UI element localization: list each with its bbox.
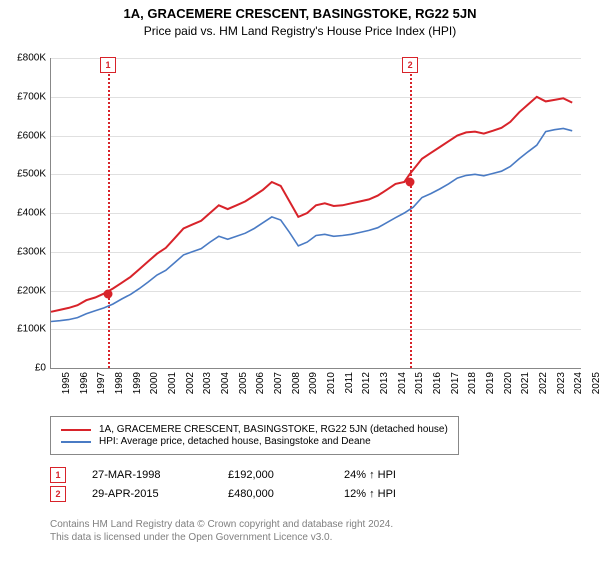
x-tick-label: 2023 <box>556 372 567 394</box>
series-svg <box>51 58 581 368</box>
sale-delta: 12% ↑ HPI <box>344 488 396 500</box>
sale-marker: 2 <box>50 486 66 502</box>
x-tick-label: 2025 <box>591 372 600 394</box>
x-tick-label: 2020 <box>503 372 514 394</box>
y-tick-label: £0 <box>0 363 46 374</box>
x-tick-label: 2007 <box>273 372 284 394</box>
x-tick-label: 2008 <box>291 372 302 394</box>
chart-marker-dot <box>104 289 113 298</box>
sale-price: £192,000 <box>228 469 318 481</box>
x-tick-label: 2005 <box>238 372 249 394</box>
x-tick-label: 2012 <box>361 372 372 394</box>
x-tick-label: 2006 <box>255 372 266 394</box>
series-line <box>51 129 572 322</box>
sale-marker: 1 <box>50 467 66 483</box>
x-tick-label: 1998 <box>114 372 125 394</box>
x-tick-label: 2018 <box>467 372 478 394</box>
x-tick-label: 2015 <box>414 372 425 394</box>
x-tick-label: 1999 <box>132 372 143 394</box>
legend-label: HPI: Average price, detached house, Basi… <box>99 436 371 447</box>
x-tick-label: 2021 <box>520 372 531 394</box>
sale-row: 2 29-APR-2015 £480,000 12% ↑ HPI <box>50 486 396 502</box>
x-tick-label: 2002 <box>185 372 196 394</box>
y-tick-label: £300K <box>0 246 46 257</box>
y-tick-label: £100K <box>0 324 46 335</box>
plot-area: 12 <box>50 58 581 369</box>
x-tick-label: 2000 <box>149 372 160 394</box>
x-tick-label: 2019 <box>485 372 496 394</box>
attribution-line2: This data is licensed under the Open Gov… <box>50 531 393 544</box>
legend-label: 1A, GRACEMERE CRESCENT, BASINGSTOKE, RG2… <box>99 424 448 435</box>
x-tick-label: 2024 <box>573 372 584 394</box>
sale-delta: 24% ↑ HPI <box>344 469 396 481</box>
y-tick-label: £200K <box>0 285 46 296</box>
attribution-line1: Contains HM Land Registry data © Crown c… <box>50 518 393 531</box>
sale-row: 1 27-MAR-1998 £192,000 24% ↑ HPI <box>50 467 396 483</box>
chart-marker-box: 2 <box>402 57 418 73</box>
chart-subtitle: Price paid vs. HM Land Registry's House … <box>0 24 600 38</box>
x-tick-label: 1995 <box>61 372 72 394</box>
x-tick-label: 1997 <box>96 372 107 394</box>
x-tick-label: 2010 <box>326 372 337 394</box>
x-tick-label: 2003 <box>202 372 213 394</box>
x-tick-label: 2011 <box>343 372 354 394</box>
x-tick-label: 2014 <box>397 372 408 394</box>
x-tick-label: 2017 <box>450 372 461 394</box>
y-tick-label: £700K <box>0 91 46 102</box>
y-tick-label: £400K <box>0 208 46 219</box>
legend-swatch <box>61 429 91 431</box>
sale-price: £480,000 <box>228 488 318 500</box>
x-tick-label: 2001 <box>167 372 178 394</box>
chart-marker-dot <box>406 178 415 187</box>
x-tick-label: 2022 <box>538 372 549 394</box>
legend-row: HPI: Average price, detached house, Basi… <box>61 436 448 447</box>
sale-date: 29-APR-2015 <box>92 488 202 500</box>
y-tick-label: £600K <box>0 130 46 141</box>
y-tick-label: £500K <box>0 169 46 180</box>
legend-swatch <box>61 441 91 443</box>
sale-date: 27-MAR-1998 <box>92 469 202 481</box>
legend: 1A, GRACEMERE CRESCENT, BASINGSTOKE, RG2… <box>50 416 459 455</box>
x-tick-label: 2009 <box>308 372 319 394</box>
chart-title: 1A, GRACEMERE CRESCENT, BASINGSTOKE, RG2… <box>0 6 600 21</box>
legend-row: 1A, GRACEMERE CRESCENT, BASINGSTOKE, RG2… <box>61 424 448 435</box>
x-tick-label: 2016 <box>432 372 443 394</box>
attribution: Contains HM Land Registry data © Crown c… <box>50 518 393 544</box>
sales-table: 1 27-MAR-1998 £192,000 24% ↑ HPI 2 29-APR-201… <box>50 464 396 505</box>
y-axis-labels: £0£100K£200K£300K£400K£500K£600K£700K£80… <box>0 58 50 368</box>
x-tick-label: 2004 <box>220 372 231 394</box>
series-line <box>51 97 572 312</box>
x-tick-label: 1996 <box>79 372 90 394</box>
x-axis-labels: 1995 1996 1997 1998 1999 2000 2001 2002 2003 2004… <box>50 368 580 408</box>
chart-marker-box: 1 <box>100 57 116 73</box>
y-tick-label: £800K <box>0 53 46 64</box>
x-tick-label: 2013 <box>379 372 390 394</box>
